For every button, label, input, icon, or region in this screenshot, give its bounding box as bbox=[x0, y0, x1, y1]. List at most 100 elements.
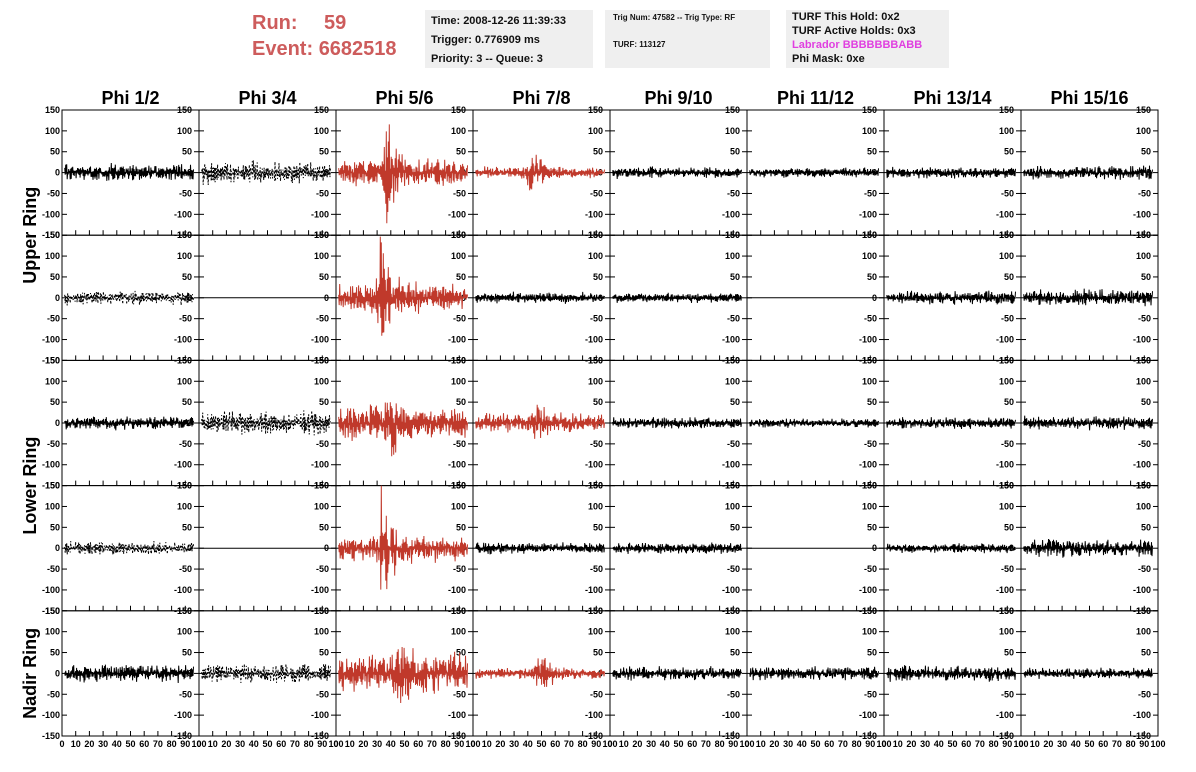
waveform-trace bbox=[475, 404, 605, 439]
x-tick-label: 30 bbox=[509, 739, 519, 749]
y-tick-label: 100 bbox=[588, 126, 603, 136]
x-tick-label: 70 bbox=[153, 739, 163, 749]
waveform-trace bbox=[886, 417, 1016, 430]
y-tick-label: -150 bbox=[42, 731, 60, 741]
y-tick-label: -50 bbox=[1138, 439, 1151, 449]
y-tick-label: -50 bbox=[1138, 314, 1151, 324]
y-tick-label: 100 bbox=[45, 501, 60, 511]
y-tick-label: -100 bbox=[1133, 335, 1151, 345]
y-tick-label: 100 bbox=[725, 501, 740, 511]
y-tick-label: -100 bbox=[448, 710, 466, 720]
y-tick-label: -100 bbox=[448, 209, 466, 219]
y-tick-label: -50 bbox=[590, 439, 603, 449]
y-tick-label: -100 bbox=[722, 585, 740, 595]
y-tick-label: 150 bbox=[588, 105, 603, 115]
x-tick-label: 100 bbox=[876, 739, 891, 749]
y-tick-label: 150 bbox=[451, 481, 466, 491]
x-tick-label: 80 bbox=[578, 739, 588, 749]
y-tick-label: 150 bbox=[725, 606, 740, 616]
y-tick-label: -50 bbox=[864, 439, 877, 449]
waveform-trace bbox=[886, 543, 1016, 554]
x-tick-label: 10 bbox=[1030, 739, 1040, 749]
y-tick-label: 50 bbox=[1004, 397, 1014, 407]
waveform-trace bbox=[64, 664, 194, 684]
y-tick-label: 100 bbox=[314, 501, 329, 511]
event-value: 6682518 bbox=[318, 38, 397, 60]
y-tick-label: -50 bbox=[864, 689, 877, 699]
column-title: Phi 3/4 bbox=[238, 88, 296, 108]
y-tick-label: 100 bbox=[725, 376, 740, 386]
y-tick-label: -100 bbox=[1133, 585, 1151, 595]
y-tick-label: 50 bbox=[730, 648, 740, 658]
y-tick-label: 100 bbox=[999, 627, 1014, 637]
y-tick-label: -50 bbox=[47, 689, 60, 699]
y-tick-label: 50 bbox=[182, 522, 192, 532]
y-tick-label: -50 bbox=[1001, 439, 1014, 449]
x-tick-label: 90 bbox=[1139, 739, 1149, 749]
x-tick-label: 80 bbox=[441, 739, 451, 749]
y-tick-label: 100 bbox=[999, 376, 1014, 386]
y-tick-label: 100 bbox=[862, 627, 877, 637]
x-tick-label: 20 bbox=[769, 739, 779, 749]
y-tick-label: -100 bbox=[996, 335, 1014, 345]
turf-active-text: TURF Active Holds: 0x3 bbox=[792, 25, 916, 37]
y-tick-label: 150 bbox=[177, 606, 192, 616]
y-tick-label: -100 bbox=[859, 460, 877, 470]
waveform-trace bbox=[1023, 667, 1153, 679]
y-tick-label: 150 bbox=[862, 105, 877, 115]
x-tick-label: 50 bbox=[810, 739, 820, 749]
y-tick-label: 100 bbox=[725, 251, 740, 261]
y-tick-label: -50 bbox=[590, 564, 603, 574]
waveform-trace bbox=[201, 663, 331, 684]
y-tick-label: 150 bbox=[725, 105, 740, 115]
y-tick-label: 0 bbox=[55, 543, 60, 553]
y-tick-label: 150 bbox=[1136, 355, 1151, 365]
y-tick-label: -50 bbox=[47, 439, 60, 449]
y-tick-label: 150 bbox=[45, 481, 60, 491]
waveform-trace bbox=[1023, 288, 1153, 307]
priority-text: Priority: 3 -- Queue: 3 bbox=[431, 53, 543, 65]
y-tick-label: 0 bbox=[55, 168, 60, 178]
x-tick-label: 20 bbox=[906, 739, 916, 749]
x-tick-label: 10 bbox=[893, 739, 903, 749]
x-tick-label: 80 bbox=[852, 739, 862, 749]
y-tick-label: 150 bbox=[451, 230, 466, 240]
x-tick-label: 60 bbox=[413, 739, 423, 749]
trig-num-box: Trig Num: 47582 -- Trig Type: RF TURF: 1… bbox=[605, 10, 770, 68]
x-tick-label: 100 bbox=[1150, 739, 1165, 749]
y-tick-label: -50 bbox=[179, 564, 192, 574]
y-tick-label: 50 bbox=[867, 522, 877, 532]
y-tick-label: 100 bbox=[1136, 627, 1151, 637]
waveform-trace bbox=[338, 646, 468, 704]
x-tick-label: 100 bbox=[602, 739, 617, 749]
x-tick-label: 60 bbox=[1098, 739, 1108, 749]
y-tick-label: 50 bbox=[1141, 522, 1151, 532]
y-tick-label: -100 bbox=[448, 585, 466, 595]
run-event-box: Run: 59 Event: 6682518 bbox=[252, 10, 397, 62]
y-tick-label: -50 bbox=[316, 439, 329, 449]
y-tick-label: 50 bbox=[593, 272, 603, 282]
x-tick-label: 60 bbox=[687, 739, 697, 749]
y-tick-label: 50 bbox=[182, 397, 192, 407]
y-tick-label: 50 bbox=[1004, 272, 1014, 282]
y-tick-label: 50 bbox=[1141, 648, 1151, 658]
y-tick-label: 150 bbox=[177, 105, 192, 115]
y-tick-label: -100 bbox=[174, 460, 192, 470]
x-tick-label: 0 bbox=[196, 739, 201, 749]
y-tick-label: 150 bbox=[1136, 105, 1151, 115]
x-tick-label: 0 bbox=[1018, 739, 1023, 749]
y-tick-label: 150 bbox=[451, 355, 466, 365]
y-tick-label: 150 bbox=[725, 355, 740, 365]
y-tick-label: -50 bbox=[864, 314, 877, 324]
y-tick-label: 150 bbox=[588, 481, 603, 491]
run-value: 59 bbox=[324, 12, 347, 34]
waveform-trace bbox=[612, 166, 742, 180]
y-tick-label: -150 bbox=[311, 731, 329, 741]
y-tick-label: -100 bbox=[42, 335, 60, 345]
x-tick-label: 40 bbox=[386, 739, 396, 749]
y-tick-label: -150 bbox=[996, 731, 1014, 741]
y-tick-label: -50 bbox=[1138, 188, 1151, 198]
y-tick-label: 150 bbox=[314, 105, 329, 115]
waveform-trace bbox=[201, 160, 331, 186]
